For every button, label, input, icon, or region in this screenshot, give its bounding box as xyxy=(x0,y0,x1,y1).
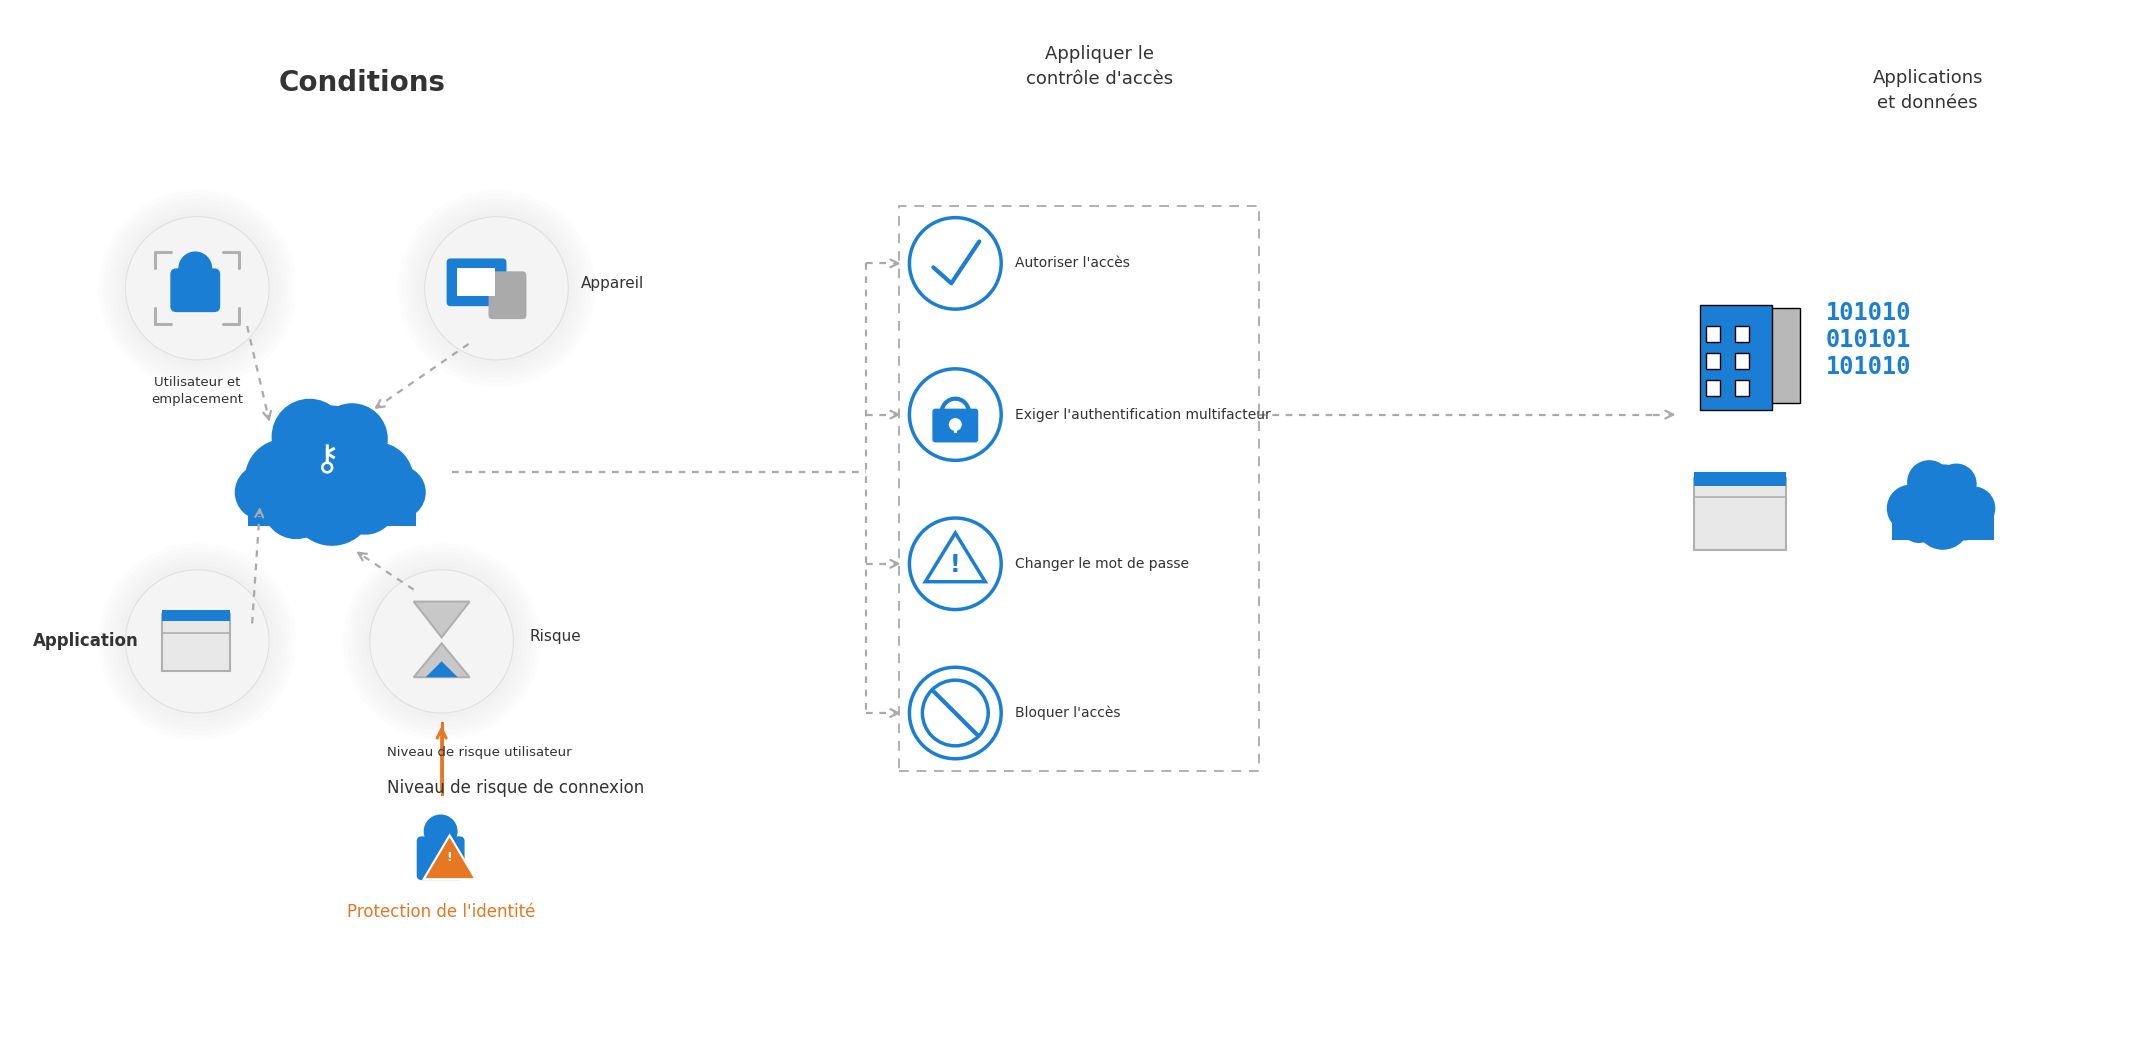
Circle shape xyxy=(107,552,287,731)
Circle shape xyxy=(289,461,375,546)
Circle shape xyxy=(244,439,326,519)
FancyBboxPatch shape xyxy=(446,259,506,306)
Circle shape xyxy=(107,199,287,378)
FancyBboxPatch shape xyxy=(163,609,229,622)
Text: Appliquer le
contrôle d'accès: Appliquer le contrôle d'accès xyxy=(1027,44,1173,87)
Text: Appareil: Appareil xyxy=(581,276,645,290)
FancyBboxPatch shape xyxy=(1700,305,1773,409)
FancyBboxPatch shape xyxy=(489,271,527,319)
Circle shape xyxy=(272,405,388,522)
Circle shape xyxy=(343,543,540,740)
Circle shape xyxy=(369,570,512,713)
Circle shape xyxy=(360,561,523,722)
Text: Niveau de risque utilisateur: Niveau de risque utilisateur xyxy=(386,746,572,758)
Circle shape xyxy=(425,217,568,360)
Polygon shape xyxy=(414,602,470,638)
Circle shape xyxy=(373,466,427,519)
Text: Conditions: Conditions xyxy=(279,69,446,98)
Polygon shape xyxy=(427,662,457,677)
Circle shape xyxy=(364,565,519,717)
Circle shape xyxy=(99,543,296,740)
Polygon shape xyxy=(425,835,476,879)
Circle shape xyxy=(99,189,296,387)
FancyBboxPatch shape xyxy=(249,484,416,526)
Circle shape xyxy=(120,565,274,717)
Circle shape xyxy=(403,195,592,382)
Circle shape xyxy=(111,557,283,727)
Circle shape xyxy=(399,189,596,387)
FancyBboxPatch shape xyxy=(1734,380,1750,396)
Circle shape xyxy=(347,547,536,735)
Circle shape xyxy=(1951,486,1996,530)
Circle shape xyxy=(116,561,279,722)
Circle shape xyxy=(103,547,292,735)
FancyBboxPatch shape xyxy=(1739,308,1801,403)
Circle shape xyxy=(126,570,270,713)
Circle shape xyxy=(264,472,330,539)
Circle shape xyxy=(103,195,292,382)
Circle shape xyxy=(909,518,1001,609)
Circle shape xyxy=(1900,506,1938,543)
Circle shape xyxy=(909,369,1001,461)
Circle shape xyxy=(420,213,572,364)
Circle shape xyxy=(317,403,388,474)
Text: Bloquer l'accès: Bloquer l'accès xyxy=(1014,706,1121,721)
Circle shape xyxy=(416,207,577,369)
Text: Application: Application xyxy=(32,632,139,650)
Text: Protection de l'identité: Protection de l'identité xyxy=(347,903,536,920)
Text: Autoriser l'accès: Autoriser l'accès xyxy=(1014,257,1130,270)
FancyBboxPatch shape xyxy=(163,613,229,671)
FancyBboxPatch shape xyxy=(1891,514,1994,540)
Circle shape xyxy=(120,213,274,364)
FancyBboxPatch shape xyxy=(1707,326,1719,342)
Circle shape xyxy=(922,681,988,746)
Circle shape xyxy=(407,199,585,378)
Circle shape xyxy=(1887,485,1934,532)
Circle shape xyxy=(339,442,414,515)
Circle shape xyxy=(356,557,527,727)
Circle shape xyxy=(234,465,292,520)
FancyBboxPatch shape xyxy=(1734,352,1750,369)
Circle shape xyxy=(272,399,347,474)
Circle shape xyxy=(909,218,1001,309)
Circle shape xyxy=(425,814,457,848)
FancyBboxPatch shape xyxy=(1734,326,1750,342)
Text: Niveau de risque de connexion: Niveau de risque de connexion xyxy=(386,778,643,796)
Circle shape xyxy=(1908,460,1951,504)
FancyBboxPatch shape xyxy=(1694,472,1786,486)
Circle shape xyxy=(178,251,212,285)
Text: Utilisateur et
emplacement: Utilisateur et emplacement xyxy=(152,376,242,406)
Text: Risque: Risque xyxy=(530,629,581,644)
Text: !: ! xyxy=(950,552,961,576)
FancyBboxPatch shape xyxy=(1707,352,1719,369)
Text: 101010
010101
101010: 101010 010101 101010 xyxy=(1827,301,1912,379)
Circle shape xyxy=(111,203,283,373)
Circle shape xyxy=(412,203,581,373)
FancyBboxPatch shape xyxy=(933,408,978,443)
Circle shape xyxy=(1936,464,1977,504)
Circle shape xyxy=(1915,495,1970,550)
Circle shape xyxy=(1947,505,1983,541)
Circle shape xyxy=(116,207,279,369)
Text: Applications
et données: Applications et données xyxy=(1872,69,1983,113)
Text: Exiger l'authentification multifacteur: Exiger l'authentification multifacteur xyxy=(1014,407,1271,422)
FancyBboxPatch shape xyxy=(457,268,495,297)
FancyBboxPatch shape xyxy=(169,268,221,312)
Circle shape xyxy=(950,418,963,431)
Text: !: ! xyxy=(446,851,452,864)
Polygon shape xyxy=(414,644,470,677)
Polygon shape xyxy=(926,533,986,582)
Circle shape xyxy=(909,667,1001,758)
FancyBboxPatch shape xyxy=(1707,380,1719,396)
Circle shape xyxy=(352,552,532,731)
FancyBboxPatch shape xyxy=(1694,479,1786,550)
Circle shape xyxy=(126,217,270,360)
Text: ⚷: ⚷ xyxy=(313,443,341,478)
Text: Changer le mot de passe: Changer le mot de passe xyxy=(1014,557,1190,571)
FancyBboxPatch shape xyxy=(416,836,465,881)
Circle shape xyxy=(334,472,397,534)
Circle shape xyxy=(1908,464,1979,535)
